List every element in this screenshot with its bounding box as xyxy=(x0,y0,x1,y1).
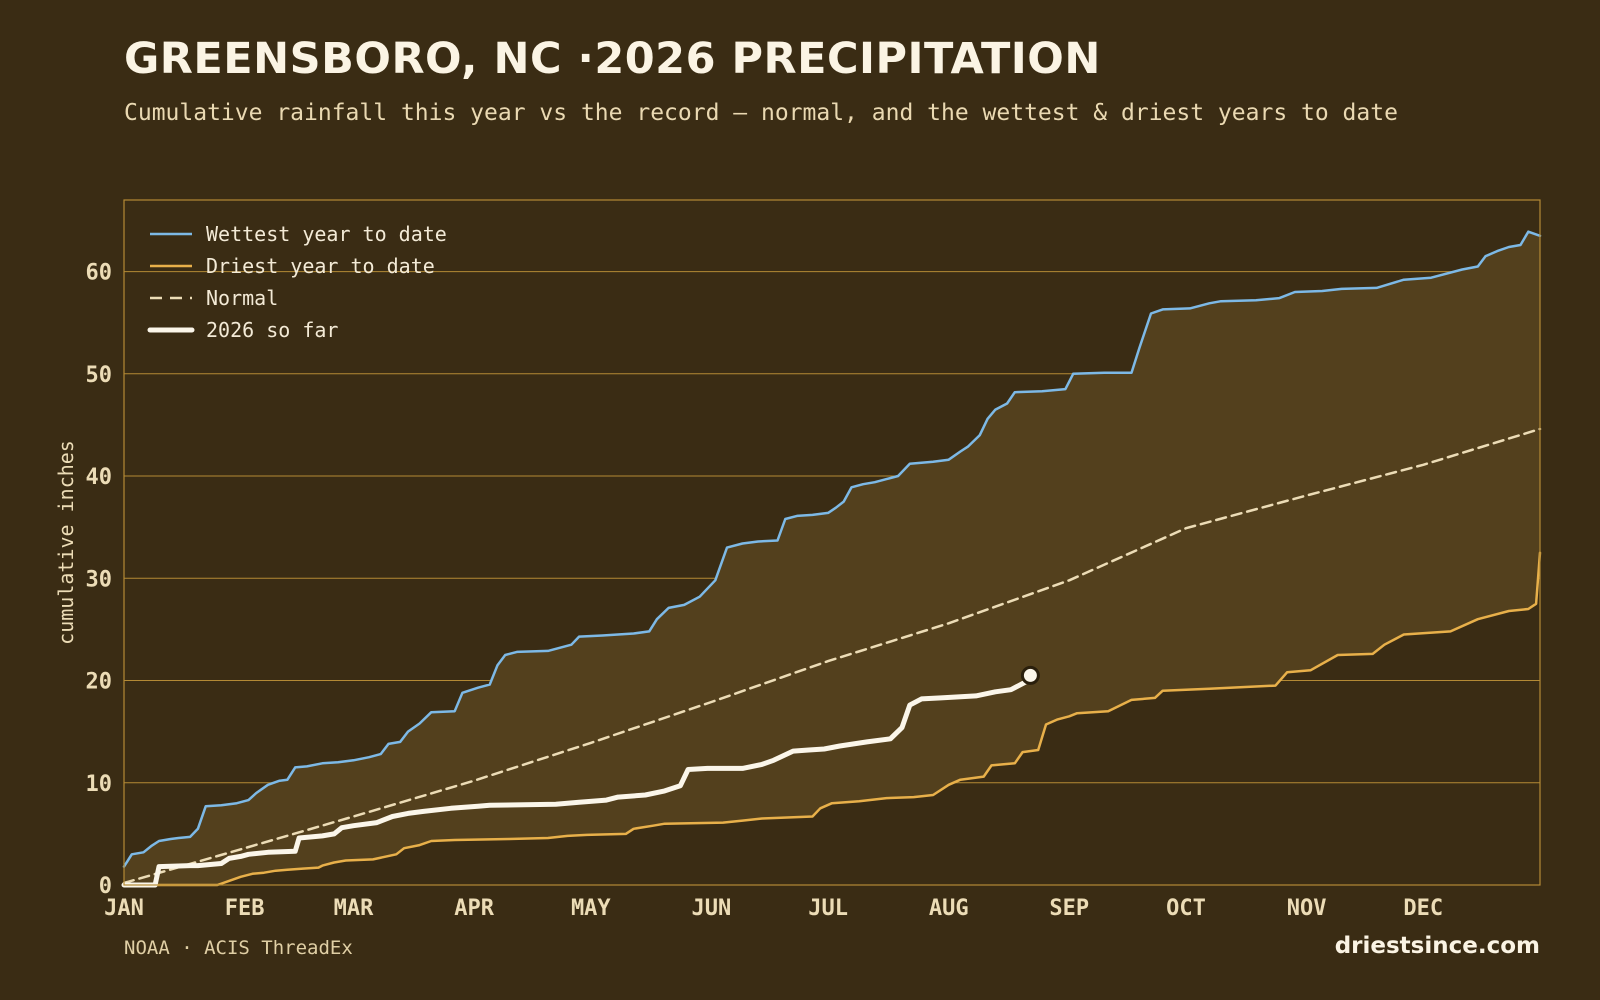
x-tick-label: FEB xyxy=(225,896,265,921)
legend-label: 2026 so far xyxy=(206,318,338,342)
legend-label: Driest year to date xyxy=(206,254,435,278)
x-tick-label: JUN xyxy=(692,896,732,921)
current-marker xyxy=(1020,665,1040,685)
y-tick-label: 40 xyxy=(86,465,113,490)
x-tick-label: MAR xyxy=(334,896,374,921)
series-line-2 xyxy=(122,551,1542,887)
x-tick-label: APR xyxy=(454,896,494,921)
chart-title: GREENSBORO, NC ·2026 PRECIPITATION xyxy=(124,34,1101,84)
series-line-3 xyxy=(122,427,1542,885)
legend-label: Normal xyxy=(206,286,278,310)
x-tick-label: OCT xyxy=(1166,896,1206,921)
x-tick-label: JAN xyxy=(104,896,144,921)
x-tick-label: SEP xyxy=(1049,896,1089,921)
x-axis-ticks: JAN FEB MAR APR MAY JUN JUL AUG SEP OCT NOV DEC xyxy=(104,896,1443,921)
range-band xyxy=(124,231,1540,885)
y-tick-label: 20 xyxy=(86,670,113,695)
x-tick-label: MAY xyxy=(571,896,611,921)
series-line-1 xyxy=(122,230,1542,868)
site-link[interactable]: driestsince.com xyxy=(1334,933,1540,959)
y-axis-ticks: 0 10 20 30 40 50 60 xyxy=(86,261,113,899)
x-tick-label: NOV xyxy=(1287,896,1327,921)
series-line-4 xyxy=(121,678,1033,888)
x-tick-label: DEC xyxy=(1403,896,1443,921)
y-tick-label: 0 xyxy=(99,874,112,899)
plot-frame xyxy=(123,199,1541,886)
source-credit: NOAA · ACIS ThreadEx xyxy=(124,937,353,959)
chart-subtitle: Cumulative rainfall this year vs the rec… xyxy=(124,100,1398,126)
legend-label: Wettest year to date xyxy=(206,222,447,246)
y-tick-label: 10 xyxy=(86,772,113,797)
y-tick-label: 60 xyxy=(86,261,113,286)
legend: Wettest year to date Driest year to date N… xyxy=(147,222,447,342)
series-lines xyxy=(121,230,1542,888)
current-point xyxy=(1020,665,1040,685)
x-tick-label: AUG xyxy=(929,896,969,921)
y-axis-label: cumulative inches xyxy=(54,440,78,645)
y-tick-label: 50 xyxy=(86,363,113,388)
x-tick-label: JUL xyxy=(808,896,848,921)
y-tick-label: 30 xyxy=(86,567,113,592)
